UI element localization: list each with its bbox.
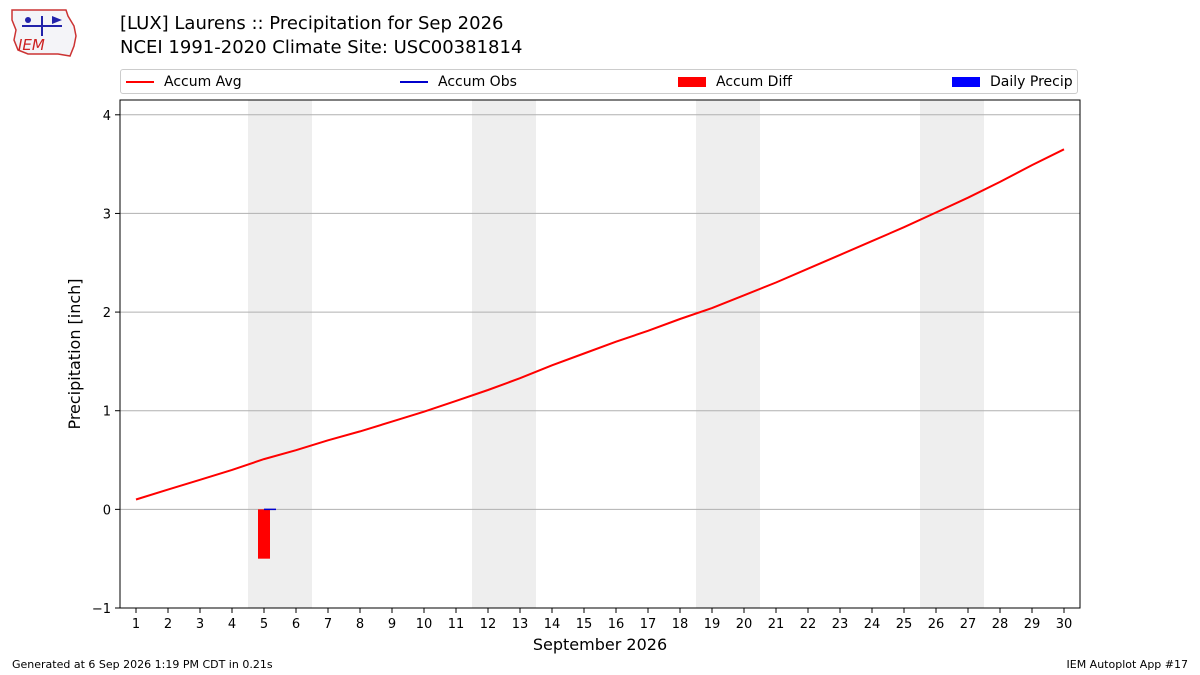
legend-label: Daily Precip bbox=[990, 74, 1073, 90]
x-tick-label: 13 bbox=[512, 617, 529, 632]
weekend-shade bbox=[920, 100, 984, 608]
y-tick-label: 1 bbox=[103, 405, 111, 420]
footer-app-id: IEM Autoplot App #17 bbox=[1066, 658, 1189, 671]
legend-item-daily-precip: Daily Precip bbox=[952, 73, 1073, 91]
legend-swatch-line bbox=[400, 81, 428, 83]
x-tick-label: 8 bbox=[356, 617, 364, 632]
weekend-shade bbox=[696, 100, 760, 608]
x-tick-label: 21 bbox=[768, 617, 785, 632]
legend-swatch-bar bbox=[678, 77, 706, 87]
plot-frame bbox=[119, 99, 1081, 609]
chart-legend: Accum Avg Accum Obs Accum Diff Daily Pre… bbox=[120, 69, 1078, 94]
x-tick-label: 3 bbox=[196, 617, 204, 632]
legend-item-accum-avg: Accum Avg bbox=[126, 73, 242, 91]
x-tick-label: 7 bbox=[324, 617, 332, 632]
x-tick-label: 24 bbox=[864, 617, 881, 632]
x-tick-label: 10 bbox=[416, 617, 433, 632]
y-tick-label: −1 bbox=[92, 602, 111, 617]
x-axis-label: September 2026 bbox=[533, 635, 667, 654]
y-tick-label: 4 bbox=[103, 109, 111, 124]
y-tick-label: 2 bbox=[103, 306, 111, 321]
weekend-shade bbox=[472, 100, 536, 608]
x-tick-label: 22 bbox=[800, 617, 817, 632]
logo-text: IEM bbox=[18, 36, 45, 54]
legend-item-accum-obs: Accum Obs bbox=[400, 73, 517, 91]
x-tick-label: 29 bbox=[1024, 617, 1041, 632]
x-tick-label: 17 bbox=[640, 617, 657, 632]
legend-swatch-bar bbox=[952, 77, 980, 87]
x-tick-label: 11 bbox=[448, 617, 465, 632]
iem-logo-icon: IEM bbox=[11, 9, 77, 57]
x-tick-label: 9 bbox=[388, 617, 396, 632]
x-tick-label: 26 bbox=[928, 617, 945, 632]
x-tick-label: 27 bbox=[960, 617, 977, 632]
x-tick-label: 15 bbox=[576, 617, 593, 632]
x-tick-label: 20 bbox=[736, 617, 753, 632]
x-tick-label: 16 bbox=[608, 617, 625, 632]
y-axis-label: Precipitation [inch] bbox=[65, 278, 84, 429]
x-tick-label: 19 bbox=[704, 617, 721, 632]
x-tick-label: 14 bbox=[544, 617, 561, 632]
x-tick-label: 6 bbox=[292, 617, 300, 632]
chart-title: [LUX] Laurens :: Precipitation for Sep 2… bbox=[120, 13, 504, 34]
accum-diff-bar bbox=[258, 509, 270, 559]
weekend-shade bbox=[248, 100, 312, 608]
x-tick-label: 23 bbox=[832, 617, 849, 632]
y-tick-label: 0 bbox=[103, 503, 111, 518]
accum-avg-line bbox=[135, 148, 1065, 501]
legend-label: Accum Avg bbox=[164, 74, 242, 90]
x-tick-label: 30 bbox=[1056, 617, 1073, 632]
legend-label: Accum Diff bbox=[716, 74, 793, 90]
x-tick-label: 5 bbox=[260, 617, 268, 632]
x-tick-label: 25 bbox=[896, 617, 913, 632]
x-tick-label: 28 bbox=[992, 617, 1009, 632]
legend-item-accum-diff: Accum Diff bbox=[678, 73, 792, 91]
x-tick-label: 18 bbox=[672, 617, 689, 632]
x-tick-label: 2 bbox=[164, 617, 172, 632]
legend-swatch-line bbox=[126, 81, 154, 83]
y-tick-label: 3 bbox=[103, 207, 111, 222]
chart-subtitle: NCEI 1991-2020 Climate Site: USC00381814 bbox=[120, 37, 523, 58]
footer-generated: Generated at 6 Sep 2026 1:19 PM CDT in 0… bbox=[12, 658, 273, 671]
x-tick-label: 12 bbox=[480, 617, 497, 632]
x-tick-label: 1 bbox=[132, 617, 140, 632]
legend-label: Accum Obs bbox=[438, 74, 517, 90]
x-tick-label: 4 bbox=[228, 617, 236, 632]
